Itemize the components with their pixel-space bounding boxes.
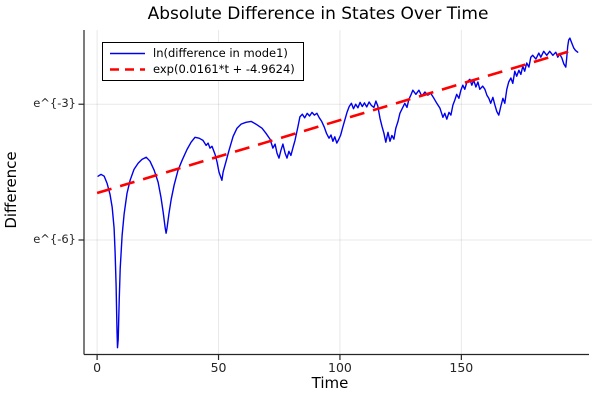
series-exp-fit-line	[96, 50, 569, 195]
series-ln-difference-line	[97, 37, 579, 349]
legend-solid-line-icon	[110, 52, 145, 54]
legend: ln(difference in mode1) exp(0.0161*t + -…	[102, 42, 304, 81]
legend-label-blue-series: ln(difference in mode1)	[153, 46, 288, 60]
y-tick-label: e^{-6}	[33, 231, 76, 246]
legend-item-blue-series: ln(difference in mode1)	[109, 45, 295, 61]
legend-dashed-line-icon	[110, 67, 145, 71]
x-tick-label: 100	[328, 360, 352, 375]
x-axis-label: Time	[311, 374, 349, 392]
legend-label-red-fit: exp(0.0161*t + -4.9624)	[153, 62, 295, 76]
x-tick-label: 50	[210, 360, 227, 375]
legend-item-red-fit: exp(0.0161*t + -4.9624)	[109, 61, 295, 77]
chart-title: Absolute Difference in States Over Time	[147, 4, 489, 24]
x-tick-label: 150	[449, 360, 474, 375]
y-tick-label: e^{-3}	[33, 96, 76, 111]
x-tick-label: 0	[93, 360, 102, 375]
y-axis-label: Difference	[2, 151, 20, 229]
